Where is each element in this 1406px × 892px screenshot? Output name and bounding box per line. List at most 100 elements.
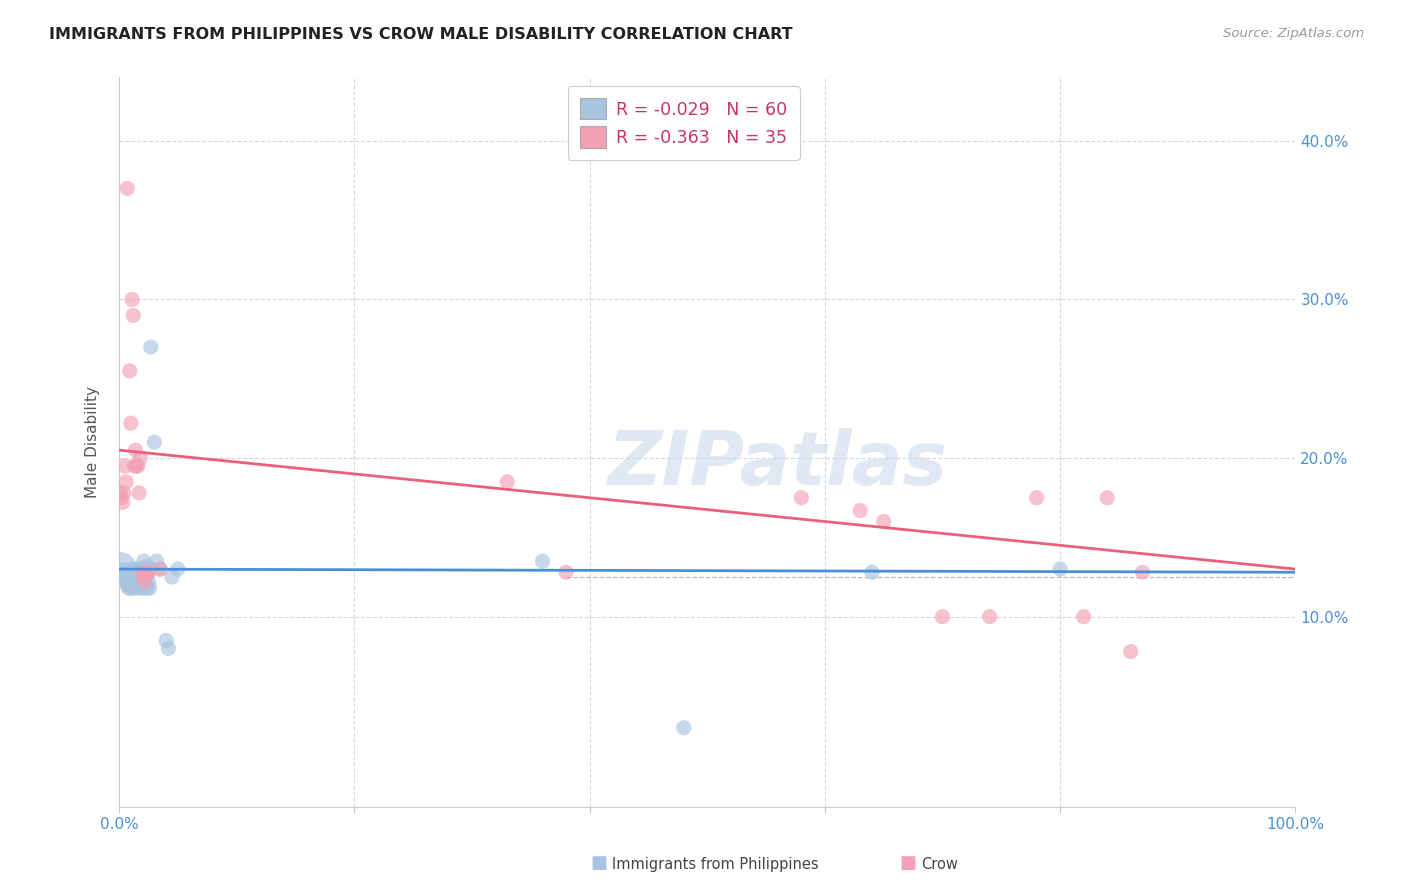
Point (160, 570, 183, 584)
Text: ■: ■ (900, 855, 917, 872)
Point (138, 574, 160, 589)
Point (118, 578, 141, 592)
Point (121, 293, 143, 307)
Point (135, 570, 157, 584)
Legend: R = -0.029   N = 60, R = -0.363   N = 35: R = -0.029 N = 60, R = -0.363 N = 35 (568, 87, 800, 160)
Point (128, 486, 150, 500)
Point (121, 574, 143, 589)
Point (124, 443, 146, 458)
Point (138, 566, 160, 580)
Point (112, 562, 135, 576)
Text: Immigrants from Philippines: Immigrants from Philippines (612, 857, 818, 872)
Point (124, 580, 146, 594)
Point (117, 581, 139, 595)
Point (979, 609, 1001, 624)
Point (120, 566, 142, 580)
Point (555, 566, 578, 580)
Point (129, 562, 152, 576)
Point (149, 562, 172, 576)
Point (132, 570, 155, 584)
Point (120, 416, 142, 430)
Point (134, 566, 156, 580)
Point (129, 451, 152, 466)
Point (132, 554, 155, 568)
Point (127, 566, 149, 580)
Text: ■: ■ (591, 855, 607, 872)
Text: Source: ZipAtlas.com: Source: ZipAtlas.com (1223, 27, 1364, 40)
Point (672, 721, 695, 735)
Point (136, 558, 159, 573)
Point (122, 581, 145, 595)
Point (117, 574, 139, 589)
Point (790, 491, 813, 505)
Point (114, 570, 136, 584)
Point (138, 566, 160, 580)
Point (110, 486, 132, 500)
Point (873, 515, 896, 529)
Point (128, 570, 150, 584)
Point (131, 570, 153, 584)
Point (117, 578, 139, 592)
Text: ZIPatlas: ZIPatlas (607, 427, 948, 500)
Text: IMMIGRANTS FROM PHILIPPINES VS CROW MALE DISABILITY CORRELATION CHART: IMMIGRANTS FROM PHILIPPINES VS CROW MALE… (49, 27, 793, 42)
Point (136, 581, 159, 595)
Point (129, 574, 152, 589)
Point (931, 609, 953, 624)
Point (131, 562, 153, 576)
Point (1132, 566, 1154, 580)
Point (111, 566, 134, 581)
Point (125, 574, 148, 589)
Point (122, 309, 145, 323)
Point (118, 568, 141, 582)
Point (124, 574, 146, 589)
Point (115, 475, 138, 489)
Point (138, 581, 160, 595)
Point (117, 181, 139, 195)
Point (496, 475, 519, 489)
Text: Crow: Crow (921, 857, 957, 872)
Point (115, 574, 138, 589)
Point (114, 458, 136, 473)
Point (125, 562, 148, 576)
Point (167, 562, 190, 576)
Point (155, 633, 177, 648)
Point (117, 572, 139, 586)
Point (115, 568, 138, 582)
Point (131, 566, 153, 580)
Point (125, 458, 148, 473)
Point (1049, 562, 1071, 576)
Point (139, 340, 162, 354)
Point (114, 566, 136, 580)
Point (149, 562, 172, 576)
Point (131, 566, 153, 580)
Point (145, 554, 167, 568)
Point (1025, 491, 1047, 505)
Point (134, 574, 156, 589)
Point (124, 566, 146, 580)
Point (134, 581, 156, 595)
Point (110, 491, 132, 505)
Point (1097, 491, 1119, 505)
Point (110, 562, 132, 576)
Point (135, 562, 157, 576)
Point (157, 641, 180, 656)
Point (1073, 609, 1095, 624)
Point (128, 581, 150, 595)
Point (122, 572, 145, 586)
Point (124, 570, 146, 584)
Point (112, 486, 135, 500)
Point (131, 581, 153, 595)
Point (121, 562, 143, 576)
Point (531, 554, 554, 568)
Point (138, 562, 160, 576)
Point (124, 458, 146, 473)
Point (143, 435, 166, 450)
Point (120, 581, 142, 595)
Point (135, 566, 157, 580)
Point (860, 566, 883, 580)
Point (127, 458, 149, 473)
Point (132, 574, 155, 589)
Point (118, 364, 141, 378)
Point (127, 578, 149, 592)
Point (849, 503, 872, 517)
